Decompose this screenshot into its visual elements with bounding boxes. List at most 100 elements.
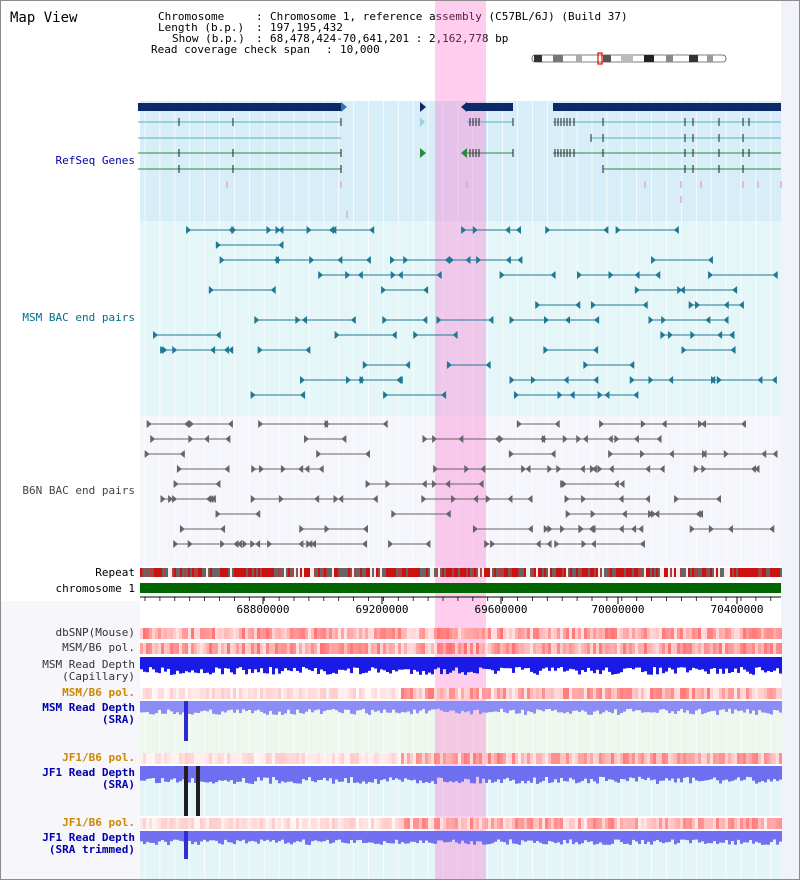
heat-cell <box>467 753 470 764</box>
heat-cell <box>197 818 200 829</box>
depth-bar <box>590 657 593 671</box>
depth-bar <box>257 657 260 673</box>
bac-end <box>250 495 256 503</box>
heat-cell <box>497 818 500 829</box>
repeat-element <box>474 568 476 577</box>
depth-bar <box>773 701 776 711</box>
depth-bar <box>530 831 533 841</box>
depth-bar <box>305 766 308 781</box>
repeat-element <box>240 568 242 577</box>
heat-cell <box>557 643 560 654</box>
depth-bar <box>404 701 407 713</box>
depth-bar <box>302 701 305 714</box>
depth-bar <box>377 701 380 711</box>
msm-bac-label[interactable]: MSM BAC end pairs <box>22 311 135 324</box>
bac-end <box>655 271 661 279</box>
depth-bar <box>632 831 635 840</box>
repeat-element <box>520 568 522 577</box>
heat-cell <box>737 688 740 699</box>
bac-end <box>576 435 582 443</box>
heat-cell <box>191 628 194 639</box>
depth-bar <box>140 657 143 670</box>
depth-bar <box>236 657 239 669</box>
depth-bar <box>212 831 215 841</box>
repeat-element <box>370 568 372 577</box>
heat-cell <box>668 818 671 829</box>
heat-cell <box>770 753 773 764</box>
depth-bar <box>287 657 290 671</box>
repeat-element <box>242 568 244 577</box>
bac-end <box>341 435 347 443</box>
bac-end <box>615 226 621 234</box>
depth-bar <box>656 701 659 713</box>
depth-bar <box>248 701 251 711</box>
bac-end <box>597 465 603 473</box>
heat-cell <box>467 628 470 639</box>
chromosome-label: chromosome 1 <box>55 582 135 595</box>
bac-end <box>740 420 746 428</box>
heat-cell <box>332 688 335 699</box>
repeat-element <box>586 568 588 577</box>
depth-bar <box>605 701 608 711</box>
repeat-element <box>672 568 674 577</box>
refseq-genes-label[interactable]: RefSeq Genes <box>55 154 135 167</box>
depth-bar <box>302 657 305 667</box>
msm-bac-end-pairs-track[interactable] <box>153 226 778 399</box>
heat-cell <box>761 688 764 699</box>
heat-cell <box>602 688 605 699</box>
bac-end <box>581 495 587 503</box>
refseq-genes-track[interactable] <box>138 102 782 218</box>
depth-bar <box>551 766 554 783</box>
bac-end <box>391 331 397 339</box>
depth-bar <box>431 657 434 675</box>
depth-bar <box>710 701 713 712</box>
heat-cell <box>479 643 482 654</box>
depth-bar <box>647 831 650 842</box>
depth-bar <box>227 657 230 669</box>
depth-bar <box>581 766 584 781</box>
heat-cell <box>356 628 359 639</box>
heat-cell <box>590 753 593 764</box>
repeat-element <box>372 568 374 577</box>
repeat-element <box>216 568 218 577</box>
heat-cell <box>446 818 449 829</box>
repeat-element <box>732 568 734 577</box>
heat-cell <box>224 753 227 764</box>
heat-cell <box>560 628 563 639</box>
bac-end <box>345 376 351 384</box>
heat-cell <box>359 753 362 764</box>
depth-bar <box>611 831 614 844</box>
repeat-element <box>452 568 454 577</box>
depth-bar <box>650 766 653 781</box>
heat-cell <box>539 643 542 654</box>
b6n-bac-label[interactable]: B6N BAC end pairs <box>22 484 135 497</box>
heat-cell <box>338 818 341 829</box>
depth-bar <box>695 766 698 781</box>
depth-bar <box>452 657 455 671</box>
depth-bar <box>374 766 377 780</box>
heat-cell <box>656 688 659 699</box>
depth-bar <box>170 831 173 842</box>
heat-cell <box>266 753 269 764</box>
heat-cell <box>503 688 506 699</box>
repeat-element <box>174 568 176 577</box>
depth-bar <box>611 657 614 675</box>
heat-cell <box>686 643 689 654</box>
gene-arrow <box>341 102 347 112</box>
bac-end <box>225 435 231 443</box>
heat-cell <box>218 643 221 654</box>
bac-end <box>421 480 427 488</box>
heat-cell <box>458 643 461 654</box>
repeat-element <box>680 568 682 577</box>
b6n-bac-end-pairs-track[interactable] <box>144 420 778 548</box>
depth-bar <box>317 657 320 674</box>
depth-bar <box>413 766 416 780</box>
depth-bar <box>152 831 155 843</box>
depth-bar <box>539 766 542 783</box>
bac-end <box>708 271 714 279</box>
depth-bar <box>647 766 650 778</box>
depth-bar <box>287 831 290 843</box>
depth-bar <box>350 657 353 674</box>
repeat-element <box>522 568 524 577</box>
